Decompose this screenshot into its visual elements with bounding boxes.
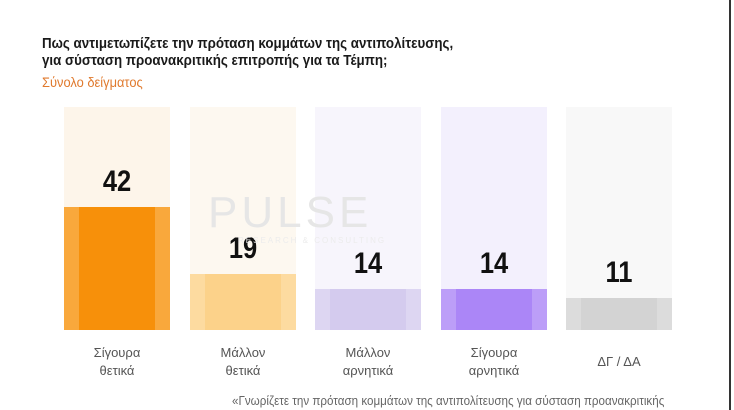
category-label: Σίγουρα αρνητικά bbox=[441, 344, 547, 380]
data-label: 19 bbox=[228, 232, 258, 266]
bar bbox=[315, 288, 421, 330]
title-line-2: για σύσταση προανακριτικής επιτροπής για… bbox=[42, 53, 388, 69]
data-label: 42 bbox=[102, 164, 132, 198]
pulse-watermark-tagline: RESEARCH & CONSULTING bbox=[238, 236, 387, 245]
bar bbox=[566, 297, 672, 330]
pulse-watermark-logo: PULSE bbox=[208, 188, 373, 237]
chart-title: Πως αντιμετωπίζετε την πρόταση κομμάτων … bbox=[42, 36, 453, 70]
category-label: Μάλλον αρνητικά bbox=[315, 344, 421, 380]
category-label-line: αρνητικά bbox=[342, 363, 394, 378]
bar bbox=[64, 206, 170, 330]
title-line-1: Πως αντιμετωπίζετε την πρόταση κομμάτων … bbox=[42, 36, 454, 52]
category-label-line: θετικά bbox=[99, 363, 135, 378]
bar-core bbox=[581, 297, 657, 330]
chart-subtitle: Σύνολο δείγματος bbox=[42, 74, 143, 90]
column-background bbox=[566, 107, 672, 330]
category-label-line: Σίγουρα bbox=[93, 345, 141, 360]
bar bbox=[441, 288, 547, 330]
category-label-line: θετικά bbox=[225, 363, 261, 378]
category-label: Σίγουρα θετικά bbox=[64, 344, 170, 380]
data-label: 14 bbox=[479, 246, 509, 280]
category-label: ΔΓ / ΔΑ bbox=[566, 353, 672, 371]
category-label-line: Μάλλον bbox=[345, 345, 391, 360]
category-label-line: ΔΓ / ΔΑ bbox=[597, 354, 641, 369]
data-label: 14 bbox=[353, 246, 383, 280]
category-label-line: αρνητικά bbox=[468, 363, 520, 378]
data-label: 11 bbox=[605, 255, 633, 289]
category-label-line: Μάλλον bbox=[220, 345, 266, 360]
bar-core bbox=[79, 206, 155, 330]
category-label-line: Σίγουρα bbox=[470, 345, 518, 360]
bar-core bbox=[456, 288, 532, 330]
bar-core bbox=[205, 274, 281, 330]
bar bbox=[190, 274, 296, 330]
category-label: Μάλλον θετικά bbox=[190, 344, 296, 380]
frame-edge bbox=[729, 0, 731, 410]
footnote: «Γνωρίζετε την πρόταση κομμάτων της αντι… bbox=[232, 394, 665, 408]
bar-core bbox=[330, 288, 406, 330]
